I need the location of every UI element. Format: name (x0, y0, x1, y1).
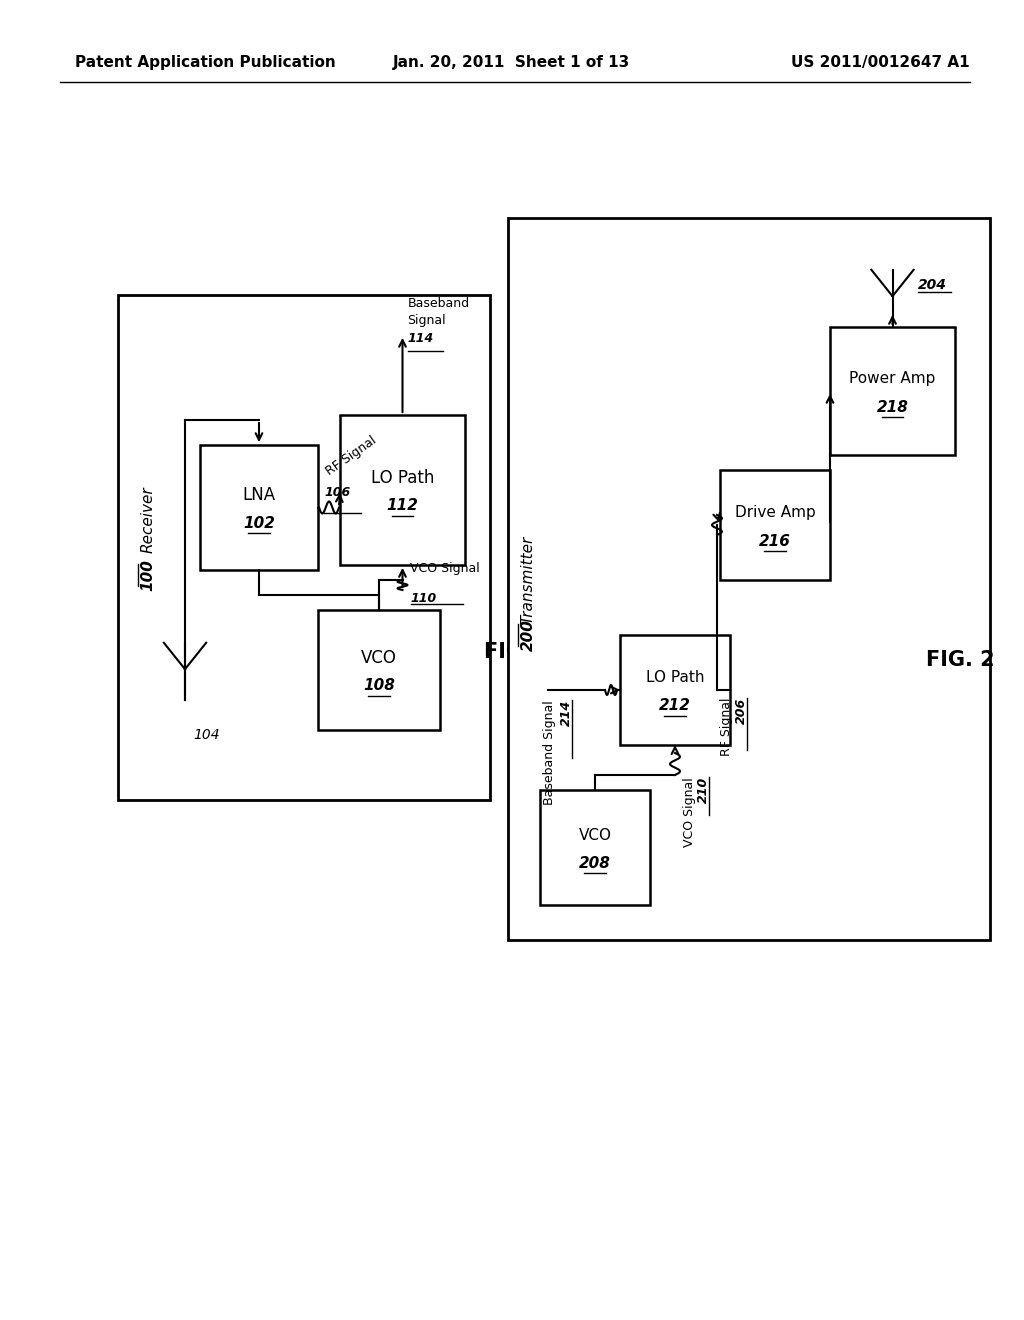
Text: VCO: VCO (361, 649, 397, 667)
Text: Receiver: Receiver (140, 487, 156, 553)
Text: 212: 212 (659, 698, 691, 714)
Text: 112: 112 (387, 499, 419, 513)
Text: 104: 104 (193, 729, 219, 742)
Text: 210: 210 (697, 777, 710, 804)
Bar (118, 294, 490, 800)
Bar (620, 635, 730, 744)
Bar (340, 414, 465, 565)
Text: 100: 100 (140, 560, 156, 591)
Text: Baseband: Baseband (408, 297, 470, 310)
Text: Drive Amp: Drive Amp (734, 506, 815, 520)
Text: 206: 206 (735, 698, 748, 725)
Text: FIG. 2: FIG. 2 (926, 649, 994, 671)
Text: Signal: Signal (408, 314, 446, 327)
Text: LO Path: LO Path (371, 469, 434, 487)
Text: Patent Application Publication: Patent Application Publication (75, 55, 336, 70)
Text: 218: 218 (877, 400, 908, 414)
Text: Power Amp: Power Amp (849, 371, 936, 387)
Text: VCO Signal: VCO Signal (411, 562, 480, 576)
Text: RF Signal: RF Signal (324, 433, 379, 478)
Text: LO Path: LO Path (646, 671, 705, 685)
Text: RF Signal: RF Signal (720, 698, 733, 756)
Bar (508, 218, 990, 940)
Bar (720, 470, 830, 579)
Text: Baseband Signal: Baseband Signal (543, 700, 556, 805)
Text: 110: 110 (411, 591, 437, 605)
Text: US 2011/0012647 A1: US 2011/0012647 A1 (792, 55, 970, 70)
Text: VCO Signal: VCO Signal (683, 777, 696, 846)
Bar (200, 445, 318, 570)
Text: 216: 216 (759, 533, 791, 549)
Bar (318, 610, 440, 730)
Text: 204: 204 (918, 279, 946, 292)
Text: LNA: LNA (243, 487, 275, 504)
Text: Jan. 20, 2011  Sheet 1 of 13: Jan. 20, 2011 Sheet 1 of 13 (393, 55, 631, 70)
Text: VCO: VCO (579, 828, 611, 843)
Text: 114: 114 (408, 333, 434, 345)
Text: 208: 208 (579, 855, 611, 871)
Bar (830, 327, 955, 455)
Text: FIG. 1: FIG. 1 (483, 642, 552, 663)
Text: 200: 200 (520, 619, 536, 651)
Text: 106: 106 (324, 487, 350, 499)
Bar (540, 789, 650, 906)
Text: 102: 102 (243, 516, 274, 531)
Text: 108: 108 (364, 678, 395, 693)
Text: Transmitter: Transmitter (520, 536, 536, 624)
Text: 214: 214 (560, 700, 573, 726)
